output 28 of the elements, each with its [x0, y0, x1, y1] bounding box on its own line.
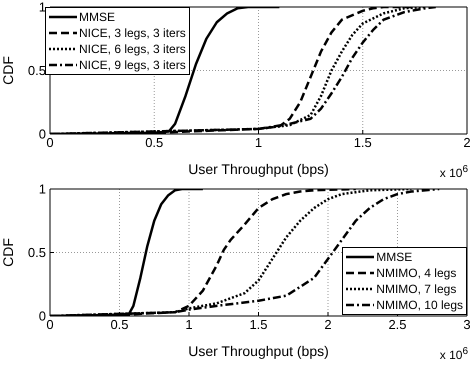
x-tick-label: 2.5 — [388, 317, 407, 332]
legend-label: MMSE — [79, 9, 115, 25]
y-axis-title: CDF — [0, 56, 16, 85]
text: x 10$^{6}$ — [440, 346, 468, 362]
legend-label: NICE, 3 legs, 3 iters — [79, 25, 186, 41]
x-tick-label: 2 — [463, 135, 471, 150]
x-tick-label: 1 — [254, 135, 262, 150]
legend-label: MMSE — [376, 249, 412, 265]
text: x 10$^{6}$ — [440, 164, 468, 180]
legend-label: NICE, 9 legs, 3 iters — [79, 57, 186, 73]
y-tick-label: 0.5 — [28, 63, 46, 78]
legend-label: NICE, 6 legs, 3 iters — [79, 41, 186, 57]
x-tick-label: 0.5 — [145, 135, 164, 150]
y-tick-label: 1 — [38, 182, 46, 197]
legend-label: NMIMO, 4 legs — [376, 265, 456, 281]
x-tick-label: 2 — [324, 317, 332, 332]
y-tick-label: 0.5 — [28, 245, 46, 260]
x-tick-label: 1.5 — [249, 317, 268, 332]
x-tick-label: 3 — [463, 317, 471, 332]
x-tick-label: 1 — [185, 317, 193, 332]
x-tick-label: 0.5 — [110, 317, 129, 332]
x-axis-title: User Throughput (bps) — [188, 343, 329, 359]
legend-label: NMIMO, 7 legs — [376, 281, 456, 297]
y-axis-title: CDF — [0, 238, 16, 267]
x-tick-label: 1.5 — [354, 135, 372, 150]
legend-label: NMIMO, 10 legs — [376, 297, 463, 313]
x-axis-title: User Throughput (bps) — [188, 161, 329, 177]
y-tick-label: 1 — [38, 0, 46, 15]
